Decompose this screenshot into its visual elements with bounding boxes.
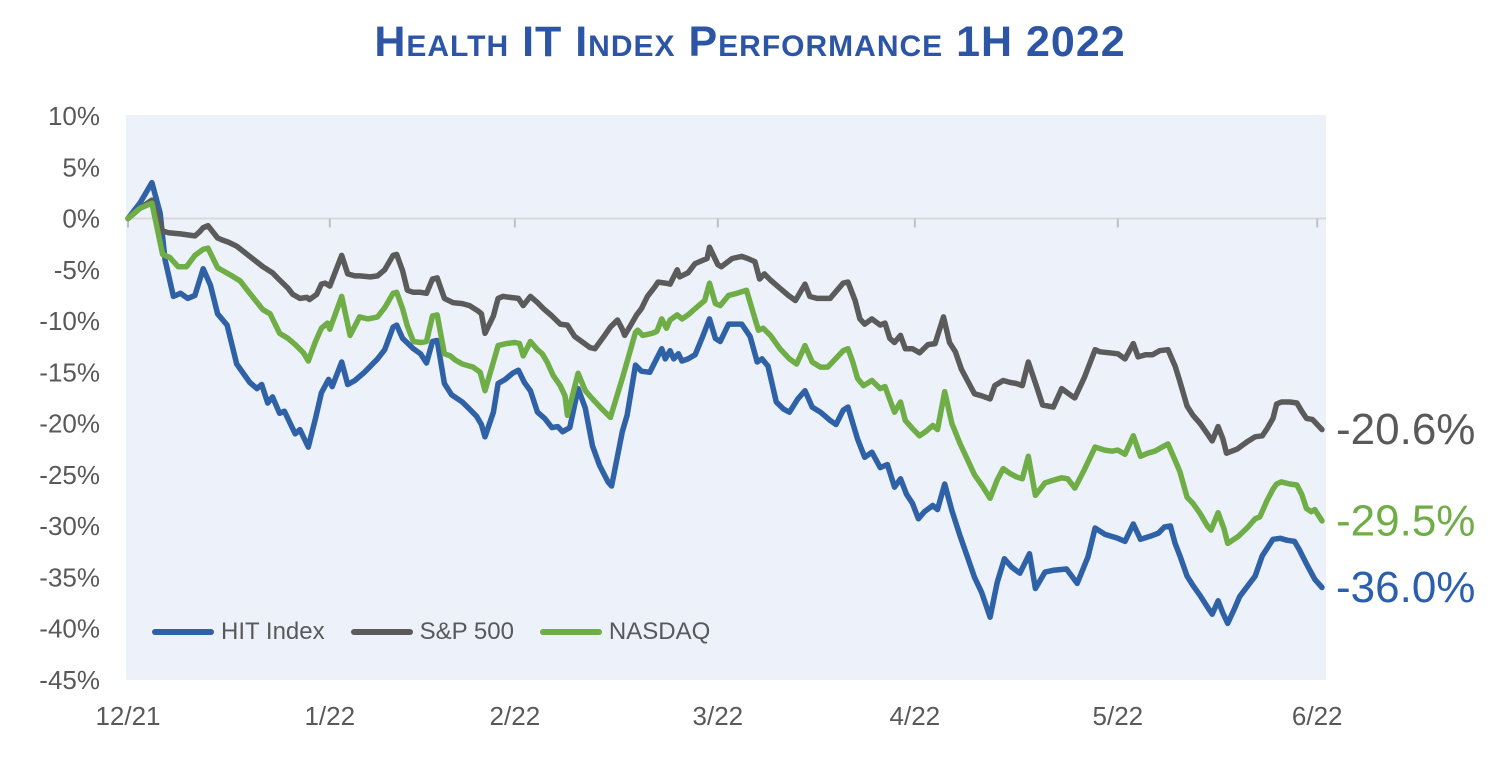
end-label-nasdaq: -29.5% bbox=[1336, 496, 1475, 545]
y-axis-tick-label: -10% bbox=[39, 306, 100, 336]
legend-label: HIT Index bbox=[221, 618, 325, 645]
x-axis-tick-label: 3/22 bbox=[693, 701, 744, 731]
legend-label: S&P 500 bbox=[419, 618, 514, 645]
legend-item-nasdaq: NASDAQ bbox=[539, 618, 711, 646]
legend-swatch-hit-index bbox=[152, 629, 214, 635]
y-axis-tick-label: -20% bbox=[39, 409, 100, 439]
x-axis-tick-label: 2/22 bbox=[490, 701, 541, 731]
y-axis-tick-label: -25% bbox=[39, 460, 100, 490]
chart-legend: HIT Index S&P 500 NASDAQ bbox=[152, 618, 710, 646]
x-axis-tick-label: 12/21 bbox=[95, 701, 160, 731]
chart-title: Health IT Index Performance 1H 2022 bbox=[374, 18, 1126, 66]
end-label-hit-index: -36.0% bbox=[1336, 563, 1475, 612]
legend-swatch-nasdaq bbox=[539, 629, 602, 635]
x-axis-tick-label: 4/22 bbox=[890, 701, 941, 731]
x-axis-tick-label: 1/22 bbox=[304, 701, 355, 731]
y-axis-tick-label: 0% bbox=[62, 204, 100, 234]
end-label-s-p-500: -20.6% bbox=[1336, 405, 1475, 454]
plot-background bbox=[126, 115, 1326, 680]
y-axis-tick-label: -40% bbox=[39, 614, 100, 644]
legend-swatch-s-p-500 bbox=[350, 629, 413, 635]
y-axis-tick-label: 5% bbox=[62, 152, 100, 182]
y-axis-tick-label: 10% bbox=[48, 101, 100, 131]
legend-label: NASDAQ bbox=[608, 618, 711, 645]
series-line-s-p-500 bbox=[125, 197, 1325, 456]
series-line-hit-index bbox=[125, 179, 1325, 627]
y-axis-tick-label: -15% bbox=[39, 357, 100, 387]
x-axis-tick-label: 6/22 bbox=[1292, 701, 1343, 731]
y-axis-tick-label: -35% bbox=[39, 562, 100, 592]
series-line-nasdaq bbox=[125, 200, 1325, 547]
y-axis-tick-label: -45% bbox=[39, 665, 100, 695]
y-axis-tick-label: -30% bbox=[39, 511, 100, 541]
y-axis-tick-label: -5% bbox=[54, 255, 100, 285]
x-axis-tick-label: 5/22 bbox=[1093, 701, 1144, 731]
legend-item-hit-index: HIT Index bbox=[152, 618, 325, 646]
legend-item-s-p-500: S&P 500 bbox=[350, 618, 514, 646]
